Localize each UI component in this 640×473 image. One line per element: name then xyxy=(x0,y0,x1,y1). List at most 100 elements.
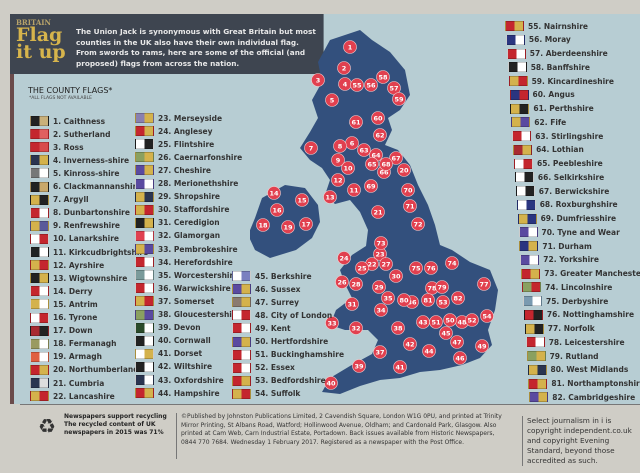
county-label: 11. Kirkcudbrightshire xyxy=(53,247,149,257)
county-label: 23. Merseyside xyxy=(158,113,223,123)
county-item: 17. Down xyxy=(30,325,93,337)
map-marker-number: 8 xyxy=(338,143,343,151)
map-marker-number: 19 xyxy=(283,224,293,232)
map-marker: 70 xyxy=(401,183,415,197)
county-label: 49. Kent xyxy=(255,323,291,333)
map-marker: 21 xyxy=(371,205,385,219)
map-marker: 10 xyxy=(341,161,355,175)
county-item: 6. Clackmannanshire xyxy=(30,181,141,193)
map-marker-dot xyxy=(325,316,339,330)
county-item: 22. Lancashire xyxy=(30,390,115,402)
map-marker-dot xyxy=(421,293,435,307)
map-marker-number: 56 xyxy=(366,82,376,90)
map-marker: 60 xyxy=(371,111,385,125)
map-marker-number: 45 xyxy=(441,330,451,338)
county-flag-icon xyxy=(30,181,49,192)
county-flag-icon xyxy=(515,186,535,196)
county-flag-icon xyxy=(135,217,154,228)
county-label: 59. Kincardineshire xyxy=(531,76,614,86)
map-marker: 18 xyxy=(256,218,270,232)
map-marker-dot xyxy=(401,183,415,197)
map-marker-dot xyxy=(409,261,423,275)
map-marker: 16 xyxy=(270,203,284,217)
map-marker-dot xyxy=(429,315,443,329)
county-flag-icon xyxy=(30,129,49,140)
map-marker-number: 17 xyxy=(301,221,310,229)
map-marker-number: 74 xyxy=(447,260,457,268)
county-item: 47. Surrey xyxy=(232,296,299,308)
county-item: 35. Worcestershire xyxy=(135,269,238,281)
county-flag-icon xyxy=(517,213,537,224)
county-label: 21. Cumbria xyxy=(53,378,105,388)
county-label: 31. Ceredigion xyxy=(158,218,220,228)
map-marker-dot xyxy=(371,205,385,219)
county-label: 52. Essex xyxy=(255,363,295,373)
map-marker-number: 15 xyxy=(297,197,307,205)
map-marker: 20 xyxy=(397,163,411,177)
county-flag-icon xyxy=(30,194,49,205)
county-flag-icon xyxy=(135,178,154,189)
county-flag-icon xyxy=(232,271,251,281)
county-flag-icon xyxy=(513,144,533,155)
map-marker-number: 38 xyxy=(393,325,403,333)
map-marker: 56 xyxy=(364,78,378,92)
county-item: 27. Cheshire xyxy=(135,164,211,176)
map-marker: 69 xyxy=(364,179,378,193)
county-flag-icon xyxy=(135,257,154,268)
county-flag-icon xyxy=(30,351,49,362)
county-label: 14. Derry xyxy=(53,286,93,296)
map-marker-number: 65 xyxy=(367,161,377,169)
county-flag-icon xyxy=(512,131,532,141)
county-label: 61. Perthshire xyxy=(533,104,594,113)
map-marker: 62 xyxy=(373,128,387,142)
county-flag-icon xyxy=(30,168,49,179)
county-label: 60. Angus xyxy=(532,90,575,100)
map-marker-number: 72 xyxy=(413,221,422,229)
county-item: 25. Flintshire xyxy=(135,138,214,150)
map-marker: 35 xyxy=(381,291,395,305)
county-item: 31. Ceredigion xyxy=(135,217,220,229)
county-label: 17. Down xyxy=(53,326,93,336)
county-item: 56. Moray xyxy=(505,34,571,46)
county-label: 77. Norfolk xyxy=(547,324,595,333)
map-marker: 29 xyxy=(372,280,386,294)
map-marker: 42 xyxy=(403,337,417,351)
map-marker-dot xyxy=(349,115,363,129)
county-item: 15. Antrim xyxy=(30,298,98,310)
map-marker: 13 xyxy=(323,190,337,204)
map-marker: 53 xyxy=(436,295,450,309)
map-marker-number: 11 xyxy=(349,187,359,195)
county-flag-icon xyxy=(30,142,49,153)
map-marker-number: 1 xyxy=(348,44,353,52)
map-marker: 2 xyxy=(337,61,351,75)
map-marker: 31 xyxy=(345,297,359,311)
map-marker-dot xyxy=(480,309,494,323)
map-marker-dot xyxy=(450,335,464,349)
county-label: 80. West Midlands xyxy=(550,365,629,375)
map-marker-dot xyxy=(389,151,403,165)
map-marker-number: 32 xyxy=(351,325,360,333)
map-marker-number: 26 xyxy=(337,279,347,287)
map-marker-number: 82 xyxy=(453,295,462,303)
county-flag-icon xyxy=(232,310,251,321)
county-flag-icon xyxy=(514,158,533,169)
map-marker: 81 xyxy=(421,293,435,307)
map-marker-number: 35 xyxy=(383,295,393,303)
map-marker-number: 4 xyxy=(343,81,348,89)
county-label: 72. Yorkshire xyxy=(543,255,599,265)
county-label: 24. Anglesey xyxy=(158,126,213,136)
county-item: 2. Sutherland xyxy=(30,128,110,140)
map-marker-number: 52 xyxy=(467,317,476,325)
map-marker-number: 31 xyxy=(347,301,357,309)
map-marker: 76 xyxy=(424,261,438,275)
county-flag-icon xyxy=(232,349,251,360)
map-marker-dot xyxy=(445,256,459,270)
publisher-info: ©Published by Johnston Publications Limi… xyxy=(176,413,504,459)
map-marker-dot xyxy=(270,203,284,217)
map-marker: 80 xyxy=(397,293,411,307)
map-marker-number: 13 xyxy=(325,194,334,202)
map-marker-number: 48 xyxy=(457,319,467,327)
county-label: 47. Surrey xyxy=(255,297,300,307)
map-marker-dot xyxy=(281,220,295,234)
